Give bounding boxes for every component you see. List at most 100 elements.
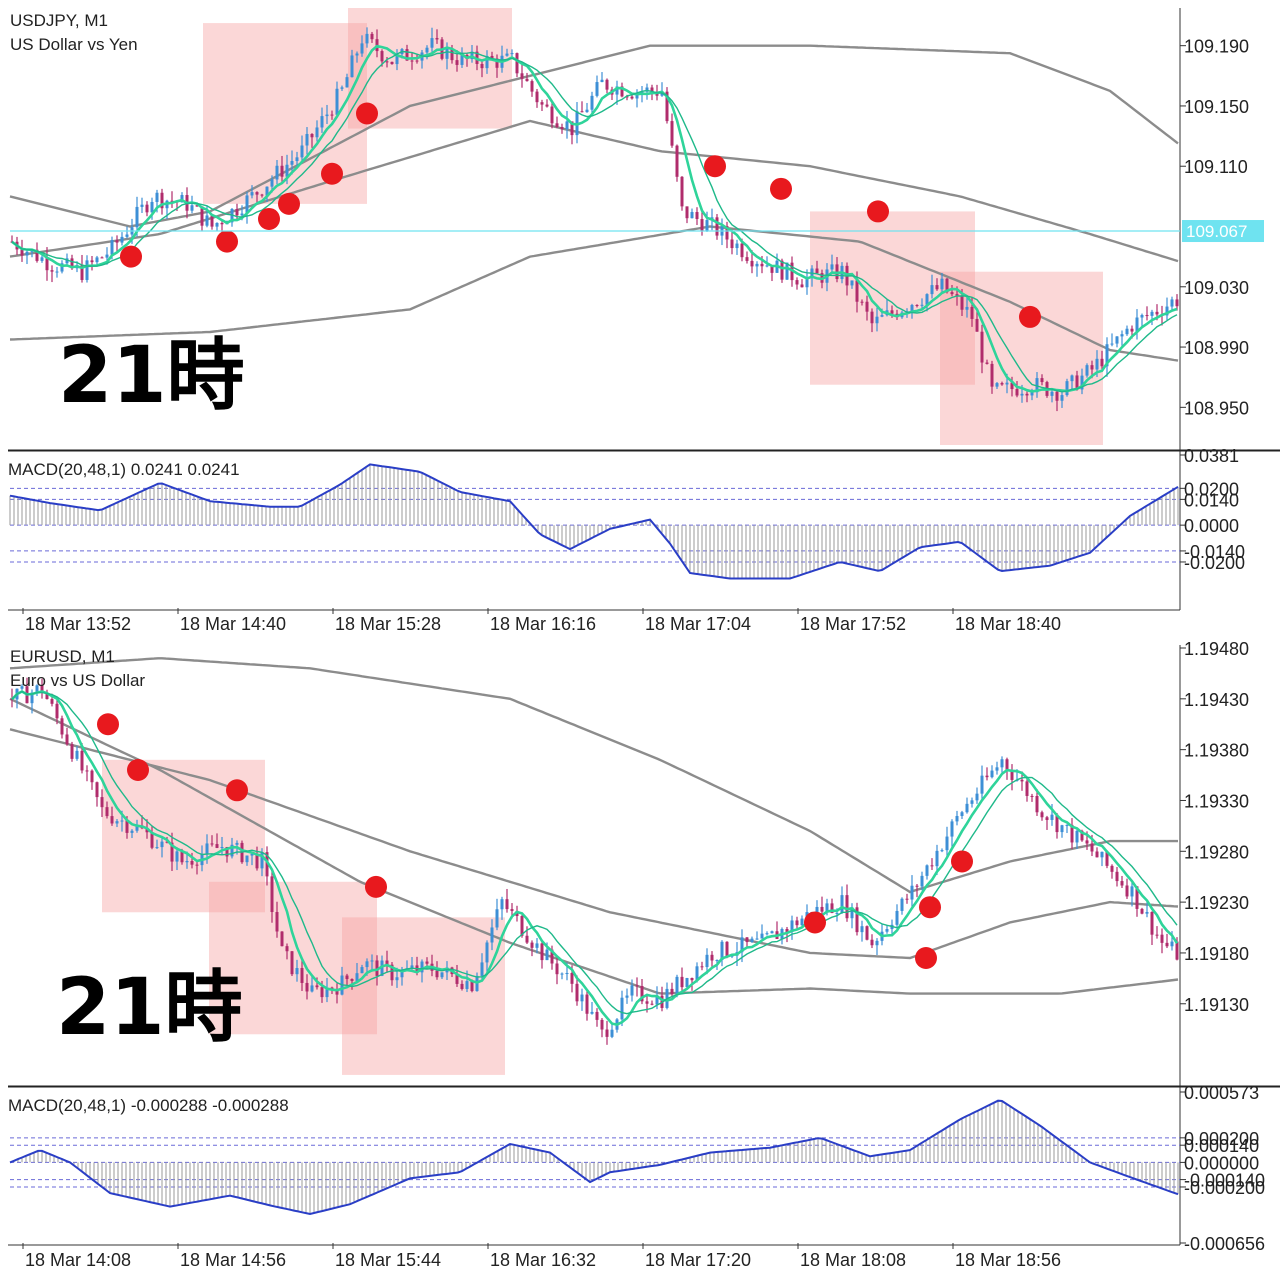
candle-body bbox=[900, 898, 904, 911]
candle-body bbox=[840, 895, 844, 913]
candle-body bbox=[1090, 365, 1094, 370]
candle-body bbox=[680, 176, 684, 207]
time-tick-label: 18 Mar 17:20 bbox=[645, 1250, 751, 1270]
candle-body bbox=[995, 383, 999, 387]
candle-body bbox=[355, 973, 359, 981]
candle-body bbox=[960, 812, 964, 816]
envelope-bands bbox=[9, 44, 1179, 362]
candle-body bbox=[1000, 383, 1004, 385]
signal-marker bbox=[216, 230, 238, 253]
candle-body bbox=[220, 846, 224, 848]
candle-body bbox=[40, 257, 44, 261]
candle-body bbox=[380, 51, 384, 62]
time-tick-label: 18 Mar 18:56 bbox=[955, 1250, 1061, 1270]
candle-body bbox=[160, 841, 164, 848]
candle-body bbox=[595, 82, 599, 96]
candle-body bbox=[105, 807, 109, 817]
candle-body bbox=[395, 977, 399, 981]
candle-body bbox=[785, 262, 789, 280]
candle-body bbox=[875, 940, 879, 946]
candle-body bbox=[190, 205, 194, 211]
macd-tick-label: 0.0140 bbox=[1184, 490, 1239, 510]
candle-body bbox=[850, 907, 854, 919]
candle-body bbox=[1055, 814, 1059, 833]
candle-body bbox=[1050, 814, 1054, 820]
envelope-bands bbox=[9, 657, 1179, 995]
candle-body bbox=[300, 968, 304, 983]
candle-body bbox=[1060, 395, 1064, 401]
candle-body bbox=[1120, 881, 1124, 886]
candle-body bbox=[855, 280, 859, 302]
signal-marker bbox=[127, 758, 149, 781]
candle-body bbox=[525, 935, 529, 943]
candle-body bbox=[770, 265, 774, 273]
candle-body bbox=[875, 316, 879, 324]
macd-tick-label: 0.000200 bbox=[1184, 1129, 1259, 1149]
candle-body bbox=[65, 734, 69, 745]
candle-body bbox=[255, 853, 259, 869]
candle-body bbox=[765, 265, 769, 267]
candle-body bbox=[60, 263, 64, 272]
signal-marker bbox=[321, 162, 343, 185]
candle-body bbox=[445, 48, 449, 59]
candle-body bbox=[570, 121, 574, 136]
candle-body bbox=[1005, 759, 1009, 771]
candle-body bbox=[245, 855, 249, 863]
candle-body bbox=[645, 87, 649, 92]
candle-body bbox=[175, 851, 179, 862]
candle-body bbox=[965, 803, 969, 813]
time-tick-label: 18 Mar 18:08 bbox=[800, 1250, 906, 1270]
candle-body bbox=[265, 852, 269, 877]
candle-body bbox=[940, 850, 944, 852]
candle-body bbox=[250, 192, 254, 196]
candle-body bbox=[485, 942, 489, 963]
candle-body bbox=[935, 850, 939, 867]
candle-body bbox=[705, 954, 709, 968]
candle-body bbox=[555, 963, 559, 975]
candle-body bbox=[170, 200, 174, 202]
candle-body bbox=[1095, 851, 1099, 858]
candle-body bbox=[830, 264, 834, 270]
candle-body bbox=[1070, 824, 1074, 843]
candle-body bbox=[680, 976, 684, 988]
candle-body bbox=[1055, 391, 1059, 401]
candle-body bbox=[825, 903, 829, 912]
signal-markers bbox=[120, 102, 1041, 328]
candle-body bbox=[1010, 770, 1014, 780]
candle-body bbox=[540, 943, 544, 961]
candle-body bbox=[725, 226, 729, 240]
price-tick-label: 108.990 bbox=[1184, 338, 1249, 358]
time-tick-label: 18 Mar 15:44 bbox=[335, 1250, 441, 1270]
candle-body bbox=[520, 916, 524, 936]
price-tick-label: 109.110 bbox=[1184, 157, 1248, 177]
candle-body bbox=[170, 842, 174, 862]
candle-body bbox=[795, 920, 799, 926]
candle-body bbox=[975, 793, 979, 801]
symbol-title: EURUSD, M1 bbox=[10, 647, 115, 666]
time-tick-label: 18 Mar 16:32 bbox=[490, 1250, 596, 1270]
candle-body bbox=[1165, 306, 1169, 316]
macd-label: MACD(20,48,1) 0.0241 0.0241 bbox=[8, 460, 240, 479]
candle-body bbox=[545, 949, 549, 961]
candle-body bbox=[285, 164, 289, 177]
candle-body bbox=[1105, 851, 1109, 866]
candle-body bbox=[40, 685, 44, 693]
candle-body bbox=[1000, 759, 1004, 768]
candle-body bbox=[400, 969, 404, 978]
candle-body bbox=[440, 972, 444, 978]
candle-body bbox=[325, 114, 329, 117]
candle-body bbox=[550, 106, 554, 124]
candle-body bbox=[700, 219, 704, 231]
candle-body bbox=[235, 842, 239, 845]
candle-body bbox=[1150, 911, 1154, 935]
macd-tick-label: 0.000140 bbox=[1184, 1136, 1259, 1156]
candle-body bbox=[510, 909, 514, 911]
candle-body bbox=[820, 906, 824, 912]
candle-body bbox=[930, 285, 934, 295]
candle-body bbox=[1040, 812, 1044, 818]
candle-body bbox=[125, 820, 129, 833]
candle-body bbox=[60, 718, 64, 735]
candle-body bbox=[380, 960, 384, 976]
candle-body bbox=[780, 260, 784, 280]
candle-body bbox=[1020, 393, 1024, 396]
